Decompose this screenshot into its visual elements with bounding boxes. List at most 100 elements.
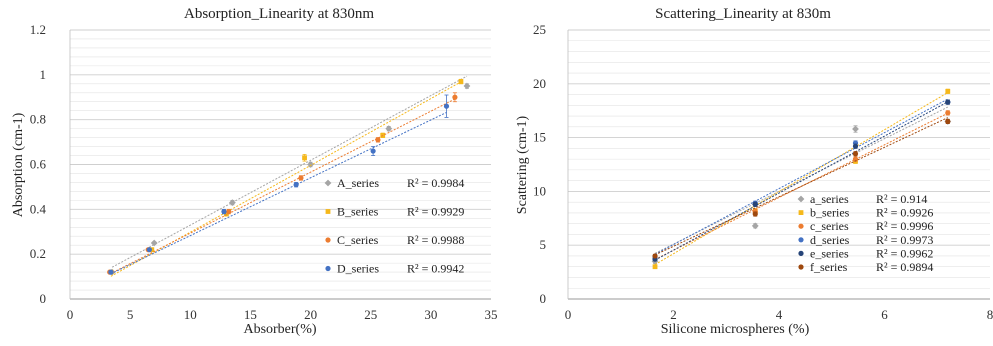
- absorption-legend-label: C_series: [337, 233, 379, 247]
- absorption-legend-label: A_series: [337, 176, 379, 190]
- absorption-x-tick-label: 30: [424, 307, 437, 322]
- scattering-legend-marker-c_series: [798, 223, 804, 229]
- absorption-x-tick-label: 10: [184, 307, 197, 322]
- absorption-legend-label: D_series: [337, 262, 379, 276]
- absorption-trendline-D_series: [110, 111, 447, 275]
- scattering-y-axis-label: Scattering (cm-1): [515, 115, 530, 214]
- absorption-y-tick-label: 0.2: [30, 246, 46, 261]
- scattering-legend-marker-d_series: [798, 237, 804, 243]
- scattering-point-e_series: [852, 143, 859, 149]
- absorption-chart: 0 0.2 0.4 0.6 0.8 1 1.2 0 5 10 15 20 25 30 35 Absorptio…: [11, 6, 498, 337]
- scattering-y-tick-label: 5: [540, 237, 547, 252]
- scattering-trendline-f_series: [654, 117, 949, 256]
- absorption-point-D_series: [370, 148, 376, 154]
- absorption-point-B_series: [302, 155, 307, 161]
- absorption-point-B_series: [223, 211, 229, 217]
- absorption-legend: A_series R² = 0.9984 B_series R² = 0.9929 C_…: [324, 176, 464, 276]
- absorption-point-D_series: [146, 247, 152, 253]
- absorption-point-A_series: [463, 82, 471, 90]
- absorption-point-D_series: [443, 103, 450, 109]
- absorption-point-A_series: [228, 199, 236, 207]
- scattering-point-c_series: [945, 110, 951, 116]
- scattering-y-tick-label: 10: [533, 183, 546, 198]
- scattering-x-tick-label: 6: [881, 307, 888, 322]
- absorption-trendline-C_series: [109, 98, 456, 275]
- absorption-x-tick-label: 15: [244, 307, 257, 322]
- scattering-y-tick-label: 20: [533, 76, 546, 91]
- scattering-legend-r2: R² = 0.914: [876, 192, 927, 206]
- scattering-point-f_series: [852, 151, 859, 157]
- absorption-point-D_series: [108, 269, 114, 275]
- scattering-legend: a_series R² = 0.914 b_series R² = 0.9926 c_s…: [797, 192, 933, 274]
- absorption-legend-r2: R² = 0.9942: [407, 262, 464, 276]
- absorption-legend-label: B_series: [337, 205, 379, 219]
- absorption-trendline-A_series: [111, 75, 468, 268]
- scattering-point-a_series: [852, 125, 859, 133]
- absorption-point-C_series: [226, 208, 232, 215]
- scattering-point-c_series: [852, 156, 859, 162]
- absorption-legend-r2: R² = 0.9988: [407, 233, 464, 247]
- scattering-legend-label: d_series: [810, 233, 850, 247]
- scattering-x-tick-label: 0: [565, 307, 572, 322]
- absorption-y-tick-label: 0: [40, 291, 47, 306]
- scattering-legend-label: a_series: [810, 192, 849, 206]
- absorption-y-tick-label: 1: [40, 67, 47, 82]
- scattering-y-tick-label: 25: [533, 22, 546, 37]
- absorption-x-tick-label: 25: [364, 307, 377, 322]
- scattering-point-f_series: [945, 118, 951, 125]
- scattering-x-tick-label: 8: [987, 307, 993, 322]
- absorption-point-D_series: [221, 208, 227, 215]
- scattering-series-f_series: [652, 117, 951, 259]
- absorption-y-tick-label: 0.8: [30, 112, 46, 127]
- scattering-point-f_series: [652, 253, 658, 259]
- scattering-legend-r2: R² = 0.9996: [876, 219, 933, 233]
- scattering-series-e_series: [652, 99, 951, 262]
- absorption-legend-r2: R² = 0.9929: [407, 205, 464, 219]
- scattering-legend-r2: R² = 0.9926: [876, 206, 933, 220]
- absorption-x-axis-label: Absorber(%): [243, 322, 316, 337]
- absorption-point-A_series: [307, 161, 314, 168]
- absorption-point-B_series: [458, 79, 464, 84]
- absorption-point-D_series: [293, 182, 299, 188]
- absorption-chart-title: Absorption_Linearity at 830nm: [184, 6, 374, 22]
- absorption-y-axis-label: Absorption (cm-1): [11, 112, 26, 217]
- absorption-x-tick-label: 0: [67, 307, 74, 322]
- absorption-legend-marker-D_series: [325, 265, 331, 272]
- scattering-point-e_series: [752, 201, 758, 207]
- scattering-legend-label: f_series: [810, 260, 848, 274]
- absorption-legend-r2: R² = 0.9984: [407, 176, 464, 190]
- scattering-legend-r2: R² = 0.9962: [876, 246, 933, 260]
- absorption-legend-marker-C_series: [325, 237, 331, 243]
- scattering-legend-r2: R² = 0.9973: [876, 233, 933, 247]
- scattering-x-tick-label: 2: [670, 307, 677, 322]
- absorption-legend-marker-A_series: [324, 179, 332, 187]
- absorption-x-tick-label: 35: [485, 307, 498, 322]
- absorption-y-tick-label: 0.6: [30, 157, 47, 172]
- absorption-x-tick-label: 20: [304, 307, 317, 322]
- absorption-point-C_series: [375, 137, 381, 143]
- scattering-trendline-e_series: [654, 101, 949, 261]
- scattering-point-e_series: [945, 99, 951, 105]
- scattering-chart-title: Scattering_Linearity at 830m: [655, 6, 831, 22]
- scattering-trendline-d_series: [654, 98, 949, 255]
- scattering-x-tick-label: 4: [776, 307, 783, 322]
- scattering-chart: 0 5 10 15 20 25 0 2 4 6 8 Scattering_Linearity at 8…: [515, 6, 993, 337]
- absorption-y-tick-label: 0.4: [30, 201, 47, 216]
- scattering-point-b_series: [652, 264, 658, 270]
- scattering-legend-label: b_series: [810, 206, 850, 220]
- scattering-legend-label: c_series: [810, 219, 849, 233]
- scattering-point-b_series: [945, 88, 951, 94]
- absorption-legend-marker-B_series: [325, 209, 331, 214]
- scattering-y-tick-label: 0: [540, 291, 547, 306]
- scattering-legend-marker-b_series: [798, 210, 804, 215]
- scattering-legend-marker-e_series: [798, 250, 804, 256]
- absorption-point-C_series: [298, 175, 304, 181]
- absorption-point-A_series: [150, 239, 158, 247]
- absorption-y-tick-label: 1.2: [30, 22, 46, 37]
- absorption-point-C_series: [452, 94, 458, 100]
- scattering-trendline-b_series: [654, 92, 949, 265]
- absorption-series-D_series: [108, 94, 450, 275]
- scattering-legend-marker-a_series: [797, 195, 805, 203]
